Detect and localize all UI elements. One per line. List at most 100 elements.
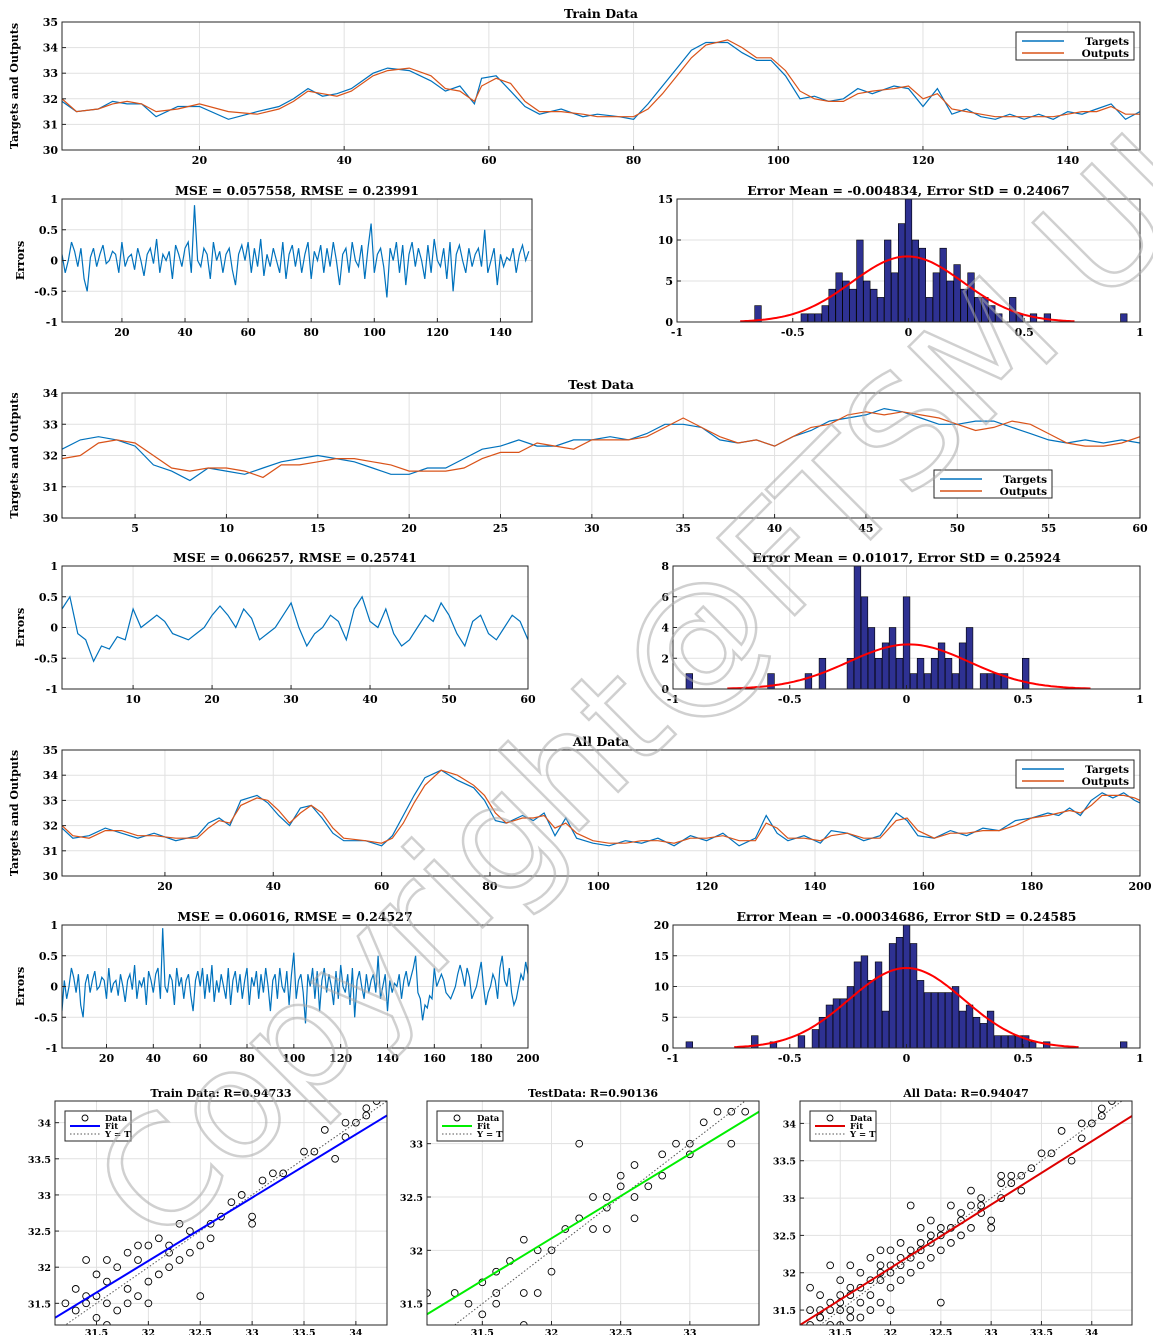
data-point: [331, 1154, 339, 1163]
y-tick-label: -1: [46, 1042, 58, 1055]
data-point: [846, 1313, 855, 1322]
histogram-bar: [804, 673, 813, 689]
x-tick-label: 40: [266, 880, 282, 893]
y-tick-label: 0: [50, 622, 58, 635]
panel-train_reg: 31.5 32 32.5 33 33.5 34 31.5 32 32.5 33 33.5 34 Trai…: [28, 1087, 388, 1335]
y-tick-label: 31.5: [28, 1299, 51, 1310]
y-tick-label: 31.5: [400, 1300, 423, 1311]
legend-label: Y = T: [104, 1130, 131, 1140]
data-point: [816, 1313, 824, 1322]
data-point: [82, 1256, 90, 1264]
histogram-bar: [923, 673, 932, 689]
legend-swatch-data: [453, 1114, 461, 1122]
y-tick-label: 33.5: [28, 1155, 51, 1166]
data-point: [685, 1139, 694, 1148]
histogram-bar: [853, 961, 862, 1048]
data-point: [478, 1310, 487, 1319]
histogram-bar: [918, 247, 926, 322]
panel-all_err: 20 40 60 80 100 120 140 160 180 200 -1 -0.5 0 0.5 1 MSE…: [14, 909, 540, 1065]
histogram-bar: [902, 596, 911, 689]
chart-title: MSE = 0.066257, RMSE = 0.25741: [173, 550, 417, 565]
data-point: [320, 1126, 329, 1134]
x-tick-label: 55: [1041, 522, 1056, 535]
data-point: [866, 1253, 875, 1262]
data-point: [123, 1285, 132, 1293]
x-tick-label: 33: [683, 1328, 696, 1335]
axes-frame: [61, 21, 1141, 151]
histogram-bar: [874, 657, 883, 689]
data-point: [1047, 1149, 1056, 1158]
data-point: [987, 1216, 996, 1225]
data-point: [836, 1306, 845, 1314]
histogram-bar: [811, 1029, 820, 1048]
data-point: [154, 1270, 163, 1279]
y-axis-label: Errors: [14, 241, 27, 280]
data-point: [906, 1201, 915, 1210]
y-tick-label: 8: [661, 560, 669, 573]
histogram-bar: [884, 239, 892, 322]
x-tick-label: 40: [362, 693, 378, 706]
x-tick-label: 0.5: [1014, 1052, 1033, 1065]
data-point: [206, 1234, 215, 1243]
data-point: [866, 1291, 875, 1299]
y-tick-label: 32: [410, 1246, 423, 1257]
histogram-bar: [897, 223, 906, 322]
y-axis-label: Targets and Outputs: [8, 23, 21, 149]
x-tick-label: 50: [950, 522, 966, 535]
histogram-bar: [923, 992, 932, 1048]
data-point: [866, 1276, 875, 1285]
data-point: [906, 1246, 915, 1255]
data-point: [533, 1289, 542, 1297]
data-point: [741, 1107, 750, 1116]
histogram-bar: [807, 313, 815, 322]
data-point: [936, 1231, 945, 1240]
data-point: [1097, 1112, 1106, 1120]
data-point: [1007, 1179, 1016, 1187]
data-point: [876, 1246, 885, 1255]
x-tick-label: 80: [482, 880, 498, 893]
histogram-bar: [939, 247, 947, 322]
data-point: [113, 1306, 122, 1315]
axes-frame: [54, 1100, 388, 1326]
data-point: [997, 1171, 1006, 1180]
data-point: [836, 1276, 845, 1285]
data-point: [685, 1150, 694, 1159]
histogram-bar: [888, 627, 897, 689]
plot-body: [62, 769, 1140, 847]
data-point: [916, 1239, 925, 1247]
data-point: [196, 1292, 205, 1300]
data-point: [602, 1193, 611, 1201]
x-tick-label: 120: [329, 1052, 352, 1065]
y-tick-label: 30: [43, 512, 59, 525]
histogram-bar: [986, 673, 995, 689]
y-axis-label: Targets and Outputs: [8, 392, 21, 518]
y-tick-label: 5: [665, 275, 673, 288]
x-tick-label: 10: [125, 693, 141, 706]
histogram-bar: [856, 239, 864, 322]
grid: [427, 1101, 759, 1325]
histogram-bar: [890, 272, 899, 322]
x-tick-label: -1: [671, 326, 683, 339]
data-point: [957, 1209, 965, 1217]
fit-line: [800, 1115, 1132, 1325]
y-tick-label: 33.5: [773, 1157, 796, 1168]
x-tick-label: 60: [1132, 522, 1148, 535]
x-tick-label: 60: [481, 154, 497, 167]
data-point: [846, 1306, 855, 1314]
data-point: [492, 1289, 501, 1297]
data-point: [123, 1248, 132, 1257]
data-point: [134, 1241, 142, 1250]
data-point: [630, 1161, 639, 1169]
data-point: [967, 1186, 975, 1195]
legend-label: Y = T: [849, 1130, 876, 1140]
y-tick-label: 0: [50, 255, 58, 268]
legend-label-targets: Targets: [1003, 474, 1047, 486]
panel-test_ts: 5 10 15 20 25 30 35 40 45 50 55 60 30 31 32 33 34 Test Da…: [8, 377, 1148, 535]
data-point: [997, 1194, 1006, 1202]
x-tick-label: 60: [193, 1052, 209, 1065]
histogram-bar: [821, 305, 829, 322]
y-tick-label: 32.5: [28, 1227, 51, 1238]
data-point: [589, 1193, 597, 1201]
data-point: [886, 1246, 895, 1255]
